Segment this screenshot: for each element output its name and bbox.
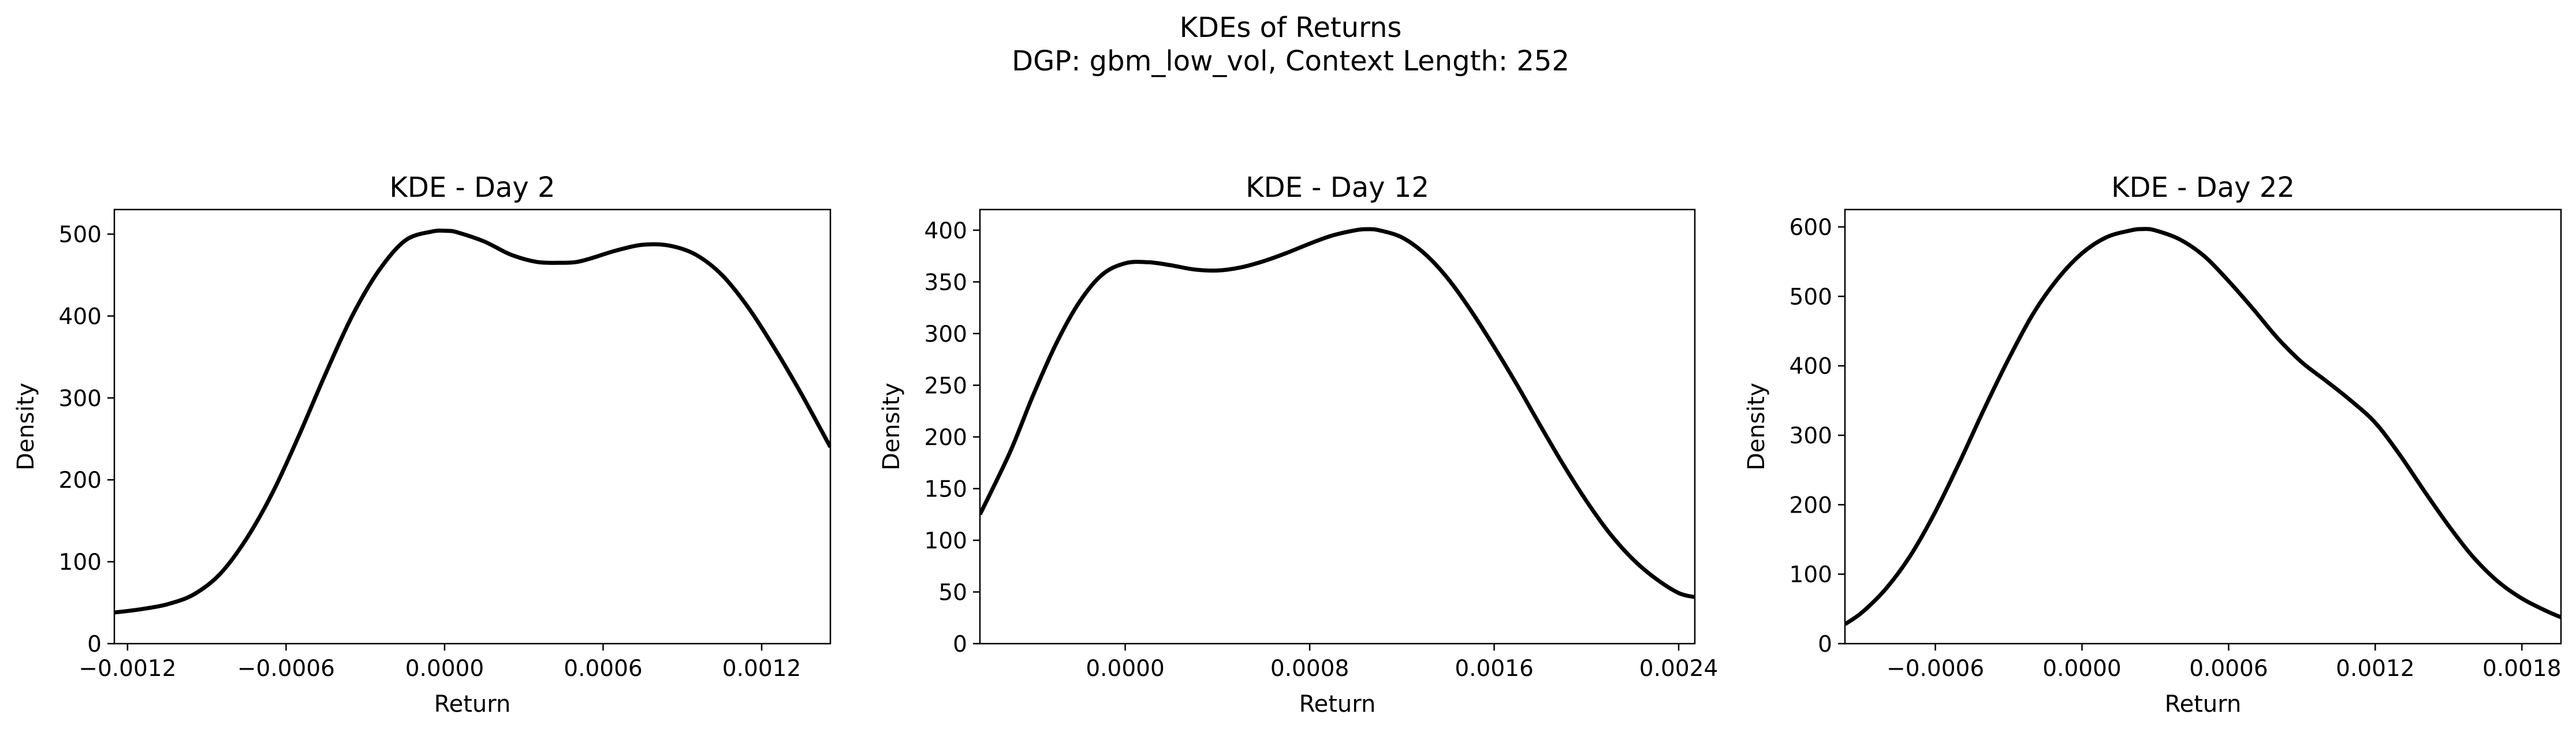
x-tick-label: 0.0000 <box>1086 656 1164 682</box>
y-tick-label: 600 <box>1790 215 1832 241</box>
kde-curve <box>114 228 830 615</box>
y-tick-label: 400 <box>924 218 967 244</box>
x-axis-label: Return <box>434 691 511 718</box>
x-tick-label: 0.0006 <box>564 656 642 682</box>
y-tick-label: 300 <box>59 386 102 412</box>
y-tick-label: 300 <box>924 322 967 348</box>
y-tick-label: 100 <box>924 528 967 554</box>
x-tick-label: 0.0006 <box>2189 656 2268 682</box>
y-axis-label: Density <box>878 383 905 470</box>
y-tick-label: 0 <box>953 632 967 657</box>
kde-curve <box>980 227 1695 599</box>
figure-subtitle: DGP: gbm_low_vol, Context Length: 252 <box>1012 45 1570 77</box>
y-tick-label: 250 <box>924 373 967 399</box>
y-tick-label: 0 <box>87 632 102 657</box>
y-tick-label: 500 <box>1790 284 1832 310</box>
y-axis-label: Density <box>1743 383 1770 470</box>
x-tick-label: 0.0000 <box>405 656 484 682</box>
subplot-1: KDE - Day 2 −0.0012 −0.0006 0.0000 0.0006 0.0… <box>13 171 832 718</box>
x-tick-label: −0.0006 <box>1887 656 1984 682</box>
x-tick-label: 0.0018 <box>2482 656 2561 682</box>
x-tick-label: −0.0006 <box>237 656 335 682</box>
y-tick-label: 200 <box>1790 492 1832 518</box>
x-tick-label: 0.0000 <box>2042 656 2121 682</box>
x-tick-label: 0.0024 <box>1639 656 1718 682</box>
y-tick-label: 300 <box>1790 423 1832 449</box>
y-tick-label: 200 <box>924 425 967 451</box>
subplots: KDE - Day 2 −0.0012 −0.0006 0.0000 0.0006 0.0… <box>13 171 2562 718</box>
x-tick-label: 0.0016 <box>1455 656 1533 682</box>
x-axis-label: Return <box>2165 691 2242 718</box>
subplot-title: KDE - Day 22 <box>2111 171 2295 204</box>
x-tick-label: 0.0012 <box>722 656 801 682</box>
subplot-2: KDE - Day 12 0.0000 0.0008 0.0016 0.0024 0 50 1… <box>878 171 1718 718</box>
subplot-title: KDE - Day 12 <box>1246 171 1429 204</box>
y-tick-label: 0 <box>1818 632 1832 657</box>
x-tick-label: 0.0012 <box>2336 656 2414 682</box>
subplot-3: KDE - Day 22 −0.0006 0.0000 0.0006 0.0012 0.0… <box>1743 171 2562 718</box>
y-tick-label: 500 <box>59 222 102 248</box>
axes-frame <box>1844 208 2562 645</box>
axes-frame <box>979 208 1696 645</box>
y-tick-label: 100 <box>1790 562 1832 588</box>
y-tick-label: 150 <box>924 476 967 502</box>
y-tick-label: 200 <box>59 468 102 494</box>
kde-curve <box>1845 227 2561 626</box>
figure-title: KDEs of Returns <box>1180 12 1402 44</box>
x-tick-label: −0.0012 <box>79 656 176 682</box>
y-tick-label: 100 <box>59 550 102 576</box>
x-tick-label: 0.0008 <box>1270 656 1349 682</box>
subplot-title: KDE - Day 2 <box>389 171 555 204</box>
y-tick-label: 50 <box>938 580 967 606</box>
y-tick-label: 400 <box>1790 354 1832 380</box>
x-axis-label: Return <box>1299 691 1376 718</box>
y-tick-label: 350 <box>924 270 967 296</box>
axes-frame <box>113 208 832 645</box>
y-axis-label: Density <box>13 383 39 470</box>
y-tick-label: 400 <box>59 304 102 330</box>
